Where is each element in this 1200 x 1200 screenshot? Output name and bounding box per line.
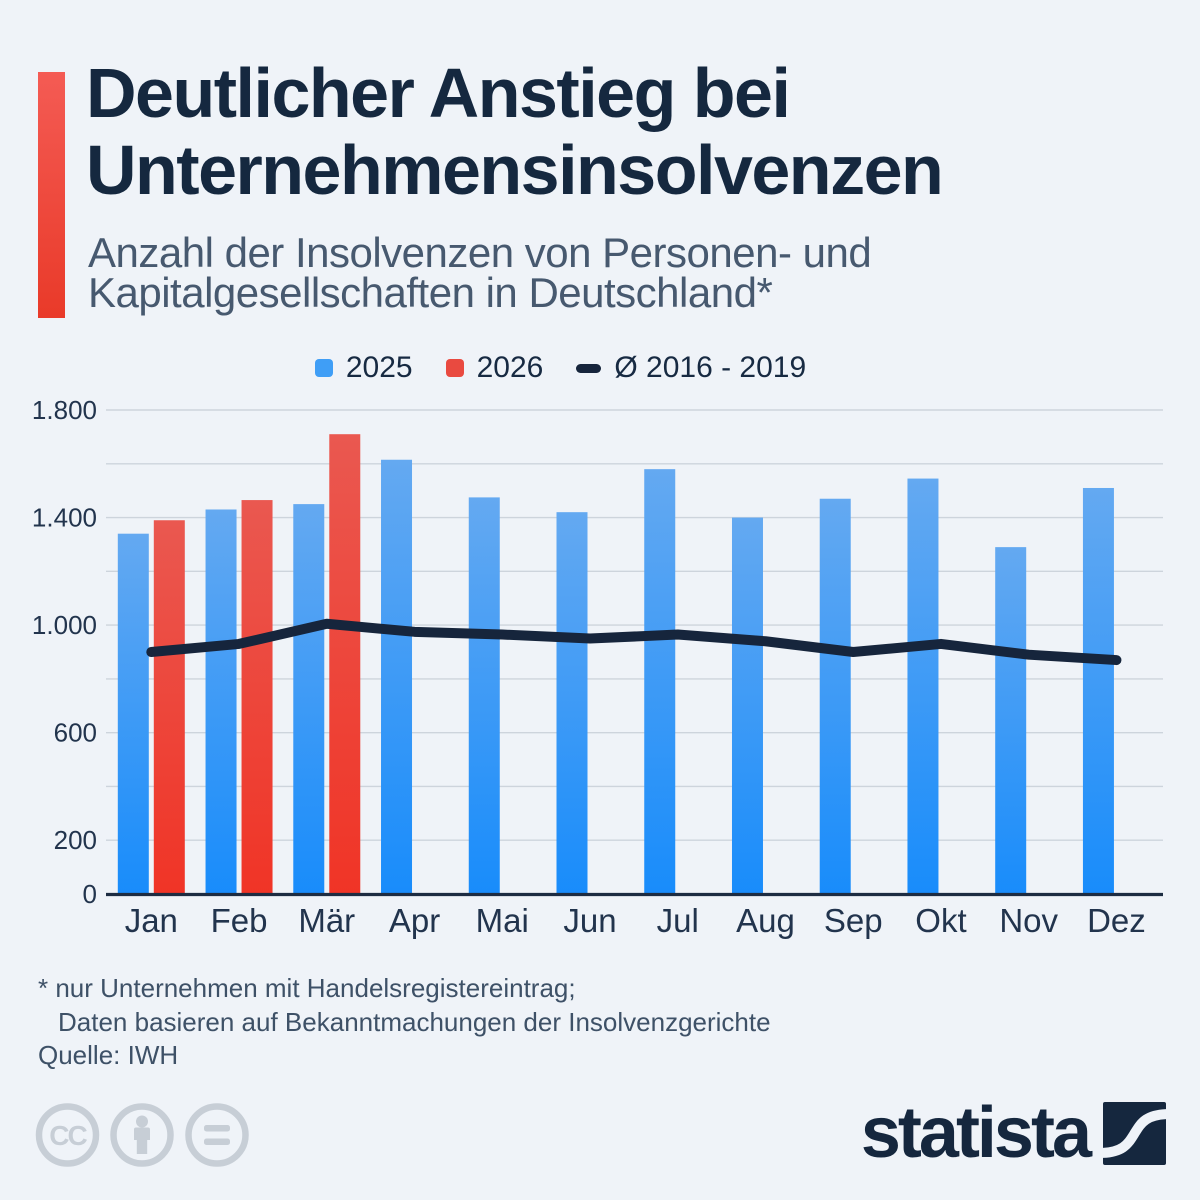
x-tick-label-Jul: Jul: [657, 902, 699, 939]
page-title-line1: Deutlicher Anstieg bei: [86, 54, 791, 132]
statista-logo-mark: [1103, 1101, 1166, 1165]
chart-svg: 0 200 600 1.000 1.400 1.800 Jan Feb Mär Apr Mai Jun…: [32, 395, 1163, 939]
x-tick-label-Dez: Dez: [1087, 902, 1146, 939]
bar-2025-Apr: [381, 459, 413, 896]
bar-2026-Jan: [153, 520, 185, 896]
x-tick-label-Mär: Mär: [298, 902, 355, 939]
bar-2026-Feb: [241, 500, 273, 896]
cc-license-icons: CC: [35, 1103, 249, 1167]
x-tick-label-Apr: Apr: [389, 902, 440, 939]
statista-logo: statista: [860, 1093, 1166, 1173]
chart-subtitle-line1: Anzahl der Insolvenzen von Personen- und: [88, 229, 872, 276]
page-title: Deutlicher Anstieg bei Unternehmensinsol…: [86, 54, 944, 209]
footnote-line1: * nur Unternehmen mit Handelsregisterein…: [38, 973, 576, 1003]
x-tick-label-Jun: Jun: [563, 902, 616, 939]
legend-label-average: Ø 2016 - 2019: [614, 351, 807, 384]
chart-legend: 2025 2026 Ø 2016 - 2019: [0, 350, 1121, 386]
title-accent-bar: [38, 72, 65, 318]
cc-nd-equals-icon: [185, 1103, 249, 1167]
bar-2025-Sep: [819, 498, 851, 896]
bar-2025-Mär: [293, 504, 325, 896]
bar-2025-Nov: [995, 547, 1027, 896]
footnote: * nur Unternehmen mit Handelsregisterein…: [38, 971, 771, 1039]
legend-swatch-2026: [445, 359, 464, 377]
y-tick-label: 600: [54, 718, 97, 748]
chart-subtitle-line2: Kapitalgesellschaften in Deutschland*: [88, 269, 773, 316]
source-label: Quelle: IWH: [38, 1040, 179, 1070]
legend-item-2026: 2026: [445, 351, 544, 385]
x-tick-label-Aug: Aug: [736, 902, 795, 939]
bar-2025-Dez: [1082, 487, 1114, 896]
x-tick-label-Nov: Nov: [999, 902, 1058, 939]
x-tick-label-Sep: Sep: [824, 902, 883, 939]
legend-swatch-average-line: [576, 363, 602, 373]
svg-text:CC: CC: [49, 1120, 87, 1151]
y-tick-label: 1.000: [32, 610, 97, 640]
legend-swatch-2025: [314, 359, 333, 377]
legend-item-average: Ø 2016 - 2019: [576, 351, 806, 385]
legend-label-2026: 2026: [476, 351, 544, 384]
average-line: [146, 618, 1122, 666]
bar-2025-Jun: [556, 512, 588, 896]
bar-2025-Okt: [907, 478, 939, 896]
cc-icon: CC: [35, 1103, 100, 1167]
x-tick-label-Okt: Okt: [915, 902, 966, 939]
bar-2025-Jul: [644, 469, 676, 896]
footnote-line2: Daten basieren auf Bekanntmachungen der …: [58, 1007, 771, 1037]
page-title-line2: Unternehmensinsolvenzen: [86, 131, 944, 209]
legend-label-2025: 2025: [345, 351, 413, 384]
y-tick-label: 0: [83, 879, 97, 909]
chart-area: 0 200 600 1.000 1.400 1.800 Jan Feb Mär Apr Mai Jun…: [0, 395, 1200, 960]
y-tick-label: 1.800: [32, 395, 97, 425]
y-tick-label: 200: [54, 825, 97, 855]
cc-by-person-icon: [110, 1103, 174, 1167]
legend-item-2025: 2025: [314, 351, 413, 385]
bar-2025-Aug: [731, 517, 763, 896]
bar-2025-Jan: [117, 533, 149, 896]
y-tick-label: 1.400: [32, 503, 97, 533]
bar-2025-Feb: [205, 509, 237, 896]
bar-2025-Mai: [468, 497, 500, 896]
bar-2026-Mär: [329, 434, 361, 896]
statista-wordmark: statista: [860, 1093, 1092, 1173]
x-tick-label-Mai: Mai: [476, 902, 529, 939]
chart-subtitle: Anzahl der Insolvenzen von Personen- und…: [88, 229, 872, 316]
x-tick-label-Jan: Jan: [125, 902, 178, 939]
x-tick-label-Feb: Feb: [211, 902, 268, 939]
